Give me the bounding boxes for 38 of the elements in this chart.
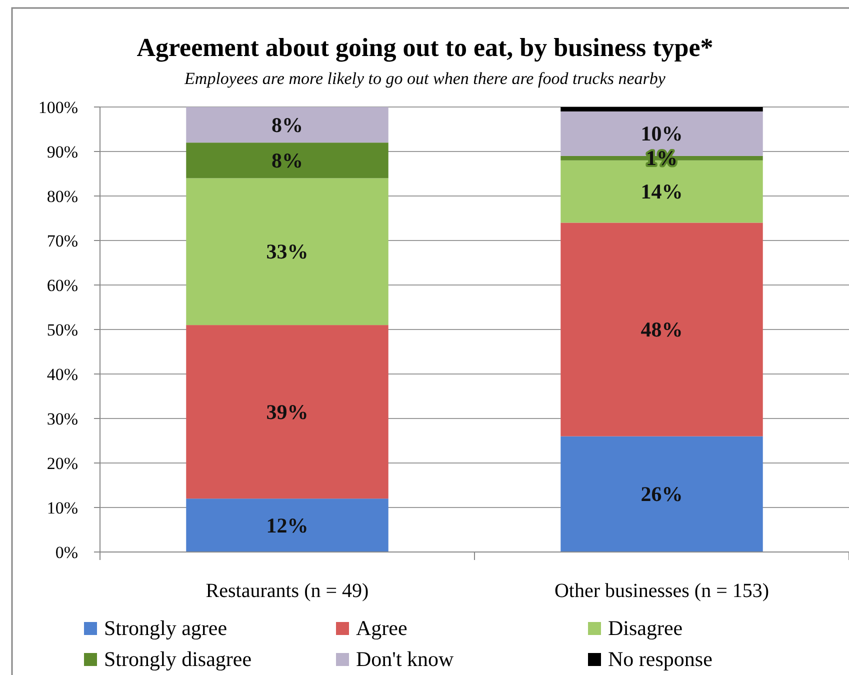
y-tick-label: 20% bbox=[46, 454, 78, 473]
data-label: 33% bbox=[266, 240, 308, 264]
legend-label: Strongly agree bbox=[104, 616, 228, 640]
y-tick-label: 10% bbox=[46, 498, 78, 518]
bar bbox=[560, 222, 763, 436]
legend-label: No response bbox=[608, 647, 712, 671]
data-label: 12% bbox=[266, 513, 308, 538]
data-label: 8% bbox=[272, 112, 303, 137]
y-tick-label: 40% bbox=[46, 365, 78, 384]
y-tick-label: 70% bbox=[46, 232, 78, 250]
legend-label: Don't know bbox=[356, 647, 455, 671]
y-tick-label: 100% bbox=[38, 98, 78, 117]
bar bbox=[186, 178, 388, 326]
bar bbox=[186, 107, 388, 143]
y-tick-label: 80% bbox=[46, 187, 78, 206]
y-tick-label: 60% bbox=[46, 276, 78, 295]
bar bbox=[560, 436, 763, 552]
bar bbox=[186, 142, 388, 178]
legend-label: Agree bbox=[356, 616, 408, 640]
legend-label: Strongly disagree bbox=[104, 647, 252, 671]
x-tick-label: Other businesses (n = 153) bbox=[554, 580, 770, 602]
chart-subtitle: Employees are more likely to go out when there are food trucks nearby bbox=[184, 69, 666, 88]
data-label: 26% bbox=[640, 482, 683, 506]
x-tick-label: Restaurants (n = 49) bbox=[206, 580, 369, 602]
data-label: 48% bbox=[640, 318, 683, 342]
y-tick-label: 30% bbox=[46, 410, 78, 428]
bar bbox=[560, 107, 763, 112]
legend-label: Disagree bbox=[608, 616, 683, 640]
bar bbox=[186, 325, 388, 499]
data-label: 8% bbox=[272, 148, 303, 172]
data-label: 39% bbox=[266, 400, 308, 424]
data-label: 10% bbox=[640, 122, 683, 146]
y-tick-label: 90% bbox=[46, 142, 78, 162]
y-tick-label: 50% bbox=[46, 320, 78, 340]
bar bbox=[186, 498, 388, 552]
chart-title: Agreement about going out to eat, by business type* bbox=[136, 33, 714, 62]
data-label: 14% bbox=[640, 180, 683, 204]
y-tick-label: 0% bbox=[55, 543, 78, 562]
